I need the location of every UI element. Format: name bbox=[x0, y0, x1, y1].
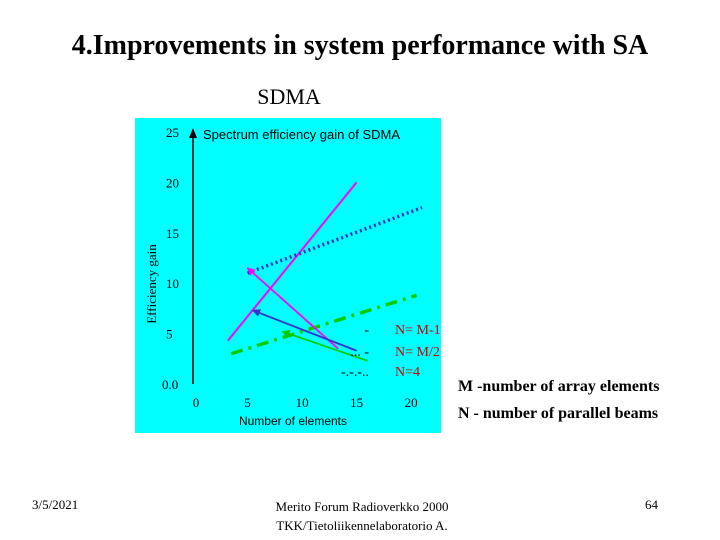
legend-entry: N=4 bbox=[395, 365, 420, 380]
note-m: M -number of array elements bbox=[458, 378, 660, 395]
x-tick-label: 20 bbox=[405, 395, 418, 410]
legend-marker: -.-.-.. bbox=[341, 365, 369, 380]
footer-page-number: 64 bbox=[645, 497, 658, 512]
y-tick-label: 25 bbox=[166, 125, 179, 140]
x-axis-label: Number of elements bbox=[239, 414, 347, 428]
x-tick-label: 15 bbox=[350, 395, 363, 410]
annotation-arrow-1 bbox=[246, 267, 339, 350]
footer-date: 3/5/2021 bbox=[32, 497, 79, 512]
x-tick-label: 5 bbox=[244, 395, 251, 410]
x-tick-label: 0 bbox=[193, 395, 200, 410]
annotation-arrow-3 bbox=[281, 330, 368, 362]
chart-title: Spectrum efficiency gain of SDMA bbox=[203, 127, 400, 142]
x-tick-label: 10 bbox=[296, 395, 309, 410]
annotation-arrow-2 bbox=[252, 309, 357, 352]
legend-entry: N= M/2 bbox=[395, 345, 440, 360]
legend-marker: - bbox=[364, 323, 369, 338]
series-line-1 bbox=[227, 181, 358, 342]
slide-subtitle: SDMA bbox=[257, 84, 321, 109]
slide-title: 4.Improvements in system performance wit… bbox=[71, 30, 649, 61]
legend-entry: N= M-1 bbox=[395, 323, 441, 338]
series-line-3 bbox=[230, 293, 418, 356]
y-tick-label: 15 bbox=[166, 226, 179, 241]
plot-background bbox=[135, 118, 441, 433]
legend-marker: ... - bbox=[350, 345, 369, 360]
note-n: N - number of parallel beams bbox=[458, 405, 659, 422]
series-line-2 bbox=[246, 205, 423, 275]
y-tick-label: 5 bbox=[166, 327, 173, 342]
y-axis-label: Efficiency gain bbox=[144, 244, 159, 324]
y-tick-label: 10 bbox=[166, 276, 179, 291]
footer-center: Merito Forum Radioverkko 2000 TKK/Tietol… bbox=[275, 499, 449, 540]
y-tick-label: 20 bbox=[166, 175, 179, 190]
y-axis-arrow bbox=[189, 128, 197, 138]
y-tick-label: 0.0 bbox=[162, 377, 178, 392]
